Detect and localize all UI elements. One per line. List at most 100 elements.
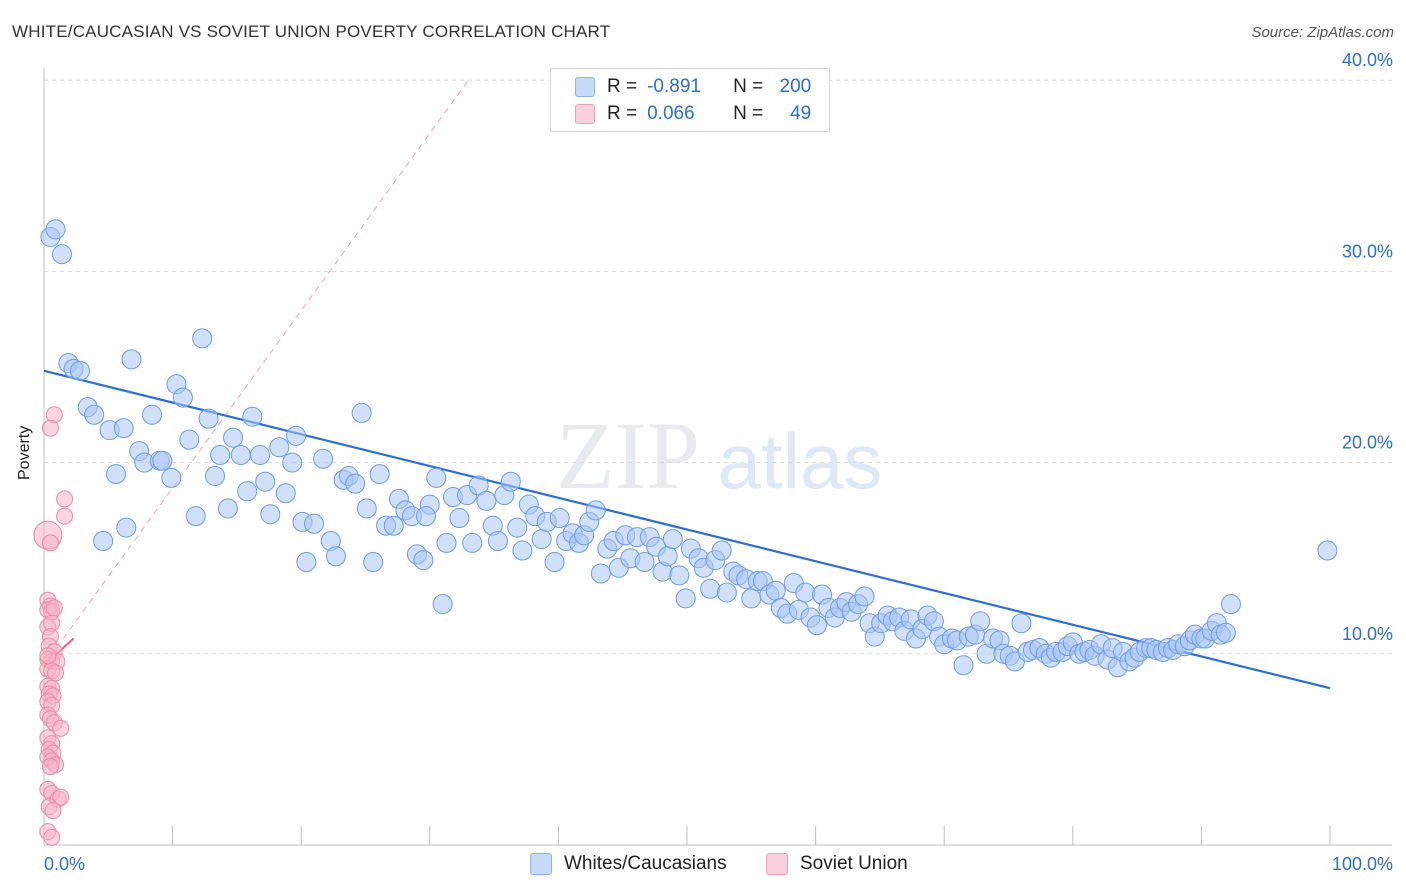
point-whites (260, 504, 281, 525)
point-whites (531, 529, 552, 550)
point-soviet (41, 758, 59, 776)
point-whites (765, 580, 786, 601)
point-whites (415, 506, 436, 527)
point-whites (113, 418, 134, 439)
point-whites (230, 444, 251, 465)
point-whites (795, 582, 816, 603)
point-whites (1220, 594, 1241, 615)
point-whites (304, 513, 325, 534)
point-soviet (41, 419, 59, 437)
chart-title: WHITE/CAUCASIAN VS SOVIET UNION POVERTY … (12, 22, 611, 41)
point-whites (675, 588, 696, 609)
bottom-legend-soviet: Soviet Union (766, 852, 908, 876)
point-whites (179, 429, 200, 450)
trend-line-soviet-dashed (43, 79, 469, 666)
point-whites (152, 450, 173, 471)
point-whites (198, 408, 219, 429)
point-whites (205, 465, 226, 486)
y-tick-label: 30.0% (1342, 241, 1393, 261)
point-whites (549, 508, 570, 529)
y-tick-label: 40.0% (1342, 50, 1393, 70)
point-whites (383, 515, 404, 536)
point-soviet (39, 647, 57, 665)
point-whites (172, 387, 193, 408)
point-soviet (52, 719, 70, 737)
point-whites (716, 582, 737, 603)
point-whites (325, 546, 346, 567)
point-whites (161, 467, 182, 488)
point-whites (275, 483, 296, 504)
legend-n-label: N = (733, 76, 764, 97)
point-whites (142, 404, 163, 425)
point-whites (84, 404, 105, 425)
point-soviet (56, 507, 74, 525)
legend-r-label: R = (607, 76, 638, 97)
point-whites (351, 402, 372, 423)
point-whites (669, 565, 690, 586)
legend-swatch-soviet (575, 104, 595, 124)
point-whites (93, 530, 114, 551)
point-whites (512, 540, 533, 561)
point-whites (711, 540, 732, 561)
point-whites (970, 611, 991, 632)
point-whites (426, 467, 447, 488)
point-whites (106, 464, 127, 485)
point-whites (116, 517, 137, 538)
point-whites (313, 448, 334, 469)
point-whites (269, 437, 290, 458)
point-whites (286, 425, 307, 446)
point-whites (413, 550, 434, 571)
legend-r-value: -0.891 (647, 76, 701, 97)
point-whites (1317, 540, 1338, 561)
point-whites (185, 506, 206, 527)
source-label: Source: ZipAtlas.com (1251, 24, 1394, 41)
point-whites (436, 532, 457, 553)
x-tick-label: 0.0% (44, 854, 85, 874)
point-whites (585, 500, 606, 521)
legend-row-soviet: R = 0.066 N = 49 (575, 102, 811, 126)
point-whites (662, 529, 683, 550)
point-whites (462, 532, 483, 553)
point-whites (363, 552, 384, 573)
legend-n-value: 49 (790, 103, 812, 124)
bottom-legend-label-soviet: Soviet Union (800, 853, 908, 874)
point-whites (507, 517, 528, 538)
point-whites (255, 471, 276, 492)
point-whites (634, 552, 655, 573)
point-whites (121, 349, 142, 370)
point-whites (217, 498, 238, 519)
point-whites (282, 452, 303, 473)
point-whites (544, 552, 565, 573)
point-whites (345, 473, 366, 494)
point-whites (657, 546, 678, 567)
legend-n-label: N = (733, 103, 764, 124)
bottom-legend-whites: Whites/Caucasians (530, 852, 727, 876)
legend-r-label: R = (607, 103, 638, 124)
point-soviet (41, 534, 59, 552)
point-whites (500, 471, 521, 492)
point-whites (210, 444, 231, 465)
point-whites (369, 464, 390, 485)
tick-labels: 10.0% 20.0% 30.0% 40.0% 0.0% 100.0% (44, 50, 1393, 874)
point-whites (356, 498, 377, 519)
y-tick-label: 10.0% (1342, 624, 1393, 644)
legend-n-value: 200 (779, 76, 812, 97)
stats-legend: R = -0.891 N = 200 R = 0.066 N = 49 (550, 68, 830, 132)
bottom-legend-label-whites: Whites/Caucasians (564, 853, 727, 874)
axes (43, 68, 1392, 846)
x-tick-label: 100.0% (1332, 854, 1393, 874)
point-whites (1011, 613, 1032, 634)
point-soviet (43, 828, 61, 846)
point-whites (487, 530, 508, 551)
point-whites (590, 563, 611, 584)
watermark-zip: ZIP (556, 402, 700, 509)
point-whites (70, 360, 91, 381)
point-whites (854, 586, 875, 607)
watermark-atlas: atlas (718, 417, 883, 505)
point-whites (192, 328, 213, 349)
point-soviet (52, 788, 70, 806)
point-whites (223, 427, 244, 448)
point-whites (700, 578, 721, 599)
data-points (33, 219, 1338, 846)
point-whites (806, 615, 827, 636)
